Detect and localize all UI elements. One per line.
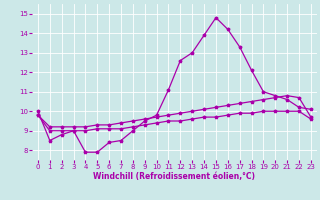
X-axis label: Windchill (Refroidissement éolien,°C): Windchill (Refroidissement éolien,°C) [93, 172, 255, 181]
